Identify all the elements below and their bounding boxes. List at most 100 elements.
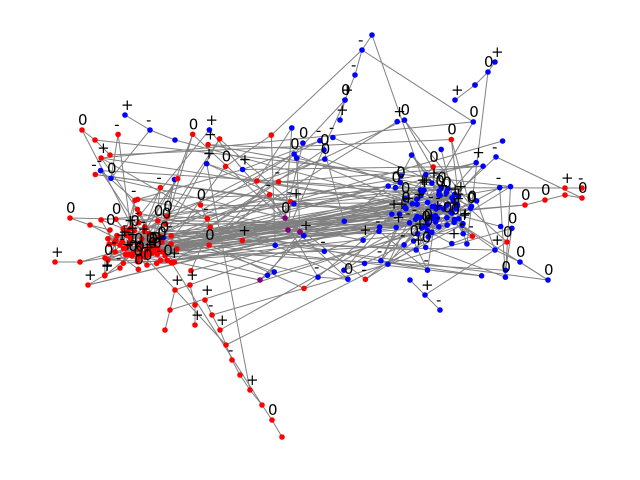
graph-node	[97, 167, 104, 174]
node-label: -	[208, 296, 213, 314]
graph-edge	[361, 34, 373, 51]
graph-edge	[424, 294, 441, 311]
graph-node	[414, 231, 421, 237]
graph-node	[92, 171, 99, 178]
graph-edge	[163, 138, 221, 238]
node-label: 0	[128, 237, 138, 255]
node-label: 0	[321, 140, 331, 158]
graph-node	[291, 151, 297, 157]
graph-node	[122, 112, 128, 118]
graph-node	[469, 233, 476, 239]
node-label: +	[101, 256, 114, 274]
graph-node	[266, 191, 273, 198]
graph-edge	[109, 139, 452, 156]
graph-edge	[100, 219, 115, 244]
graph-edge	[354, 49, 363, 76]
graph-node	[154, 251, 161, 257]
node-label: +	[129, 234, 142, 252]
graph-node	[429, 180, 435, 186]
graph-node	[409, 201, 416, 207]
node-label: 0	[78, 111, 88, 129]
graph-edge	[303, 239, 364, 289]
graph-node	[414, 213, 420, 220]
graph-node	[421, 187, 427, 193]
node-label: +	[392, 208, 405, 226]
node-label: -	[397, 157, 402, 175]
graph-node	[407, 277, 413, 283]
graph-edge	[524, 199, 546, 206]
graph-node	[239, 166, 246, 173]
graph-edge	[107, 259, 175, 263]
graph-edge	[425, 246, 506, 278]
node-label: -	[91, 156, 96, 174]
graph-node	[162, 220, 169, 227]
graph-node	[164, 213, 170, 220]
node-label: -	[435, 188, 440, 206]
node-label: +	[141, 238, 154, 256]
node-label: -	[492, 138, 497, 156]
graph-node	[301, 285, 307, 292]
node-label: -	[127, 236, 132, 254]
graph-node	[217, 327, 223, 333]
node-label: +	[122, 236, 135, 254]
graph-node	[285, 227, 291, 233]
graph-node	[499, 138, 506, 144]
graph-node	[189, 131, 196, 138]
node-label: 0	[544, 261, 554, 279]
graph-node	[507, 183, 514, 190]
node-label: +	[290, 185, 303, 203]
graph-node	[562, 185, 568, 191]
graph-node	[106, 241, 112, 247]
graph-node	[120, 245, 127, 252]
graph-edge	[416, 194, 440, 217]
graph-edge	[94, 139, 511, 188]
graph-node	[52, 259, 58, 265]
graph-node	[138, 250, 145, 256]
graph-node	[422, 223, 429, 230]
graph-node	[239, 237, 246, 244]
node-label: 0	[290, 135, 300, 153]
graph-node	[153, 260, 160, 267]
graph-node	[401, 242, 407, 248]
graph-edge	[167, 259, 261, 281]
node-label: 0	[508, 209, 518, 227]
graph-edge	[451, 235, 473, 245]
node-label: -	[131, 181, 136, 199]
graph-edge	[94, 139, 111, 156]
node-label: 0	[401, 188, 411, 206]
graph-node	[297, 229, 303, 235]
graph-node	[434, 215, 441, 221]
graph-node	[341, 218, 348, 224]
graph-node	[139, 236, 145, 242]
node-label: 0	[578, 179, 588, 197]
graph-node	[107, 152, 113, 158]
graph-edge	[293, 201, 428, 205]
graph-edge	[138, 158, 325, 224]
graph-edge	[474, 71, 489, 86]
graph-node	[337, 117, 343, 123]
graph-node	[408, 152, 415, 158]
graph-node	[135, 246, 141, 252]
graph-node	[275, 179, 282, 185]
graph-node	[359, 47, 365, 53]
node-label: 0	[516, 243, 526, 261]
node-label: +	[420, 171, 433, 189]
node-label: +	[458, 206, 471, 224]
graph-node	[174, 246, 180, 252]
graph-edge	[242, 169, 301, 233]
graph-node	[579, 195, 585, 201]
graph-node	[164, 257, 171, 264]
graph-node	[444, 222, 451, 228]
node-label: -	[448, 179, 453, 197]
node-label: +	[396, 195, 409, 213]
graph-node	[159, 249, 166, 255]
graph-node	[168, 241, 174, 247]
node-label: +	[246, 371, 259, 389]
graph-node	[67, 215, 73, 221]
graph-node	[414, 196, 420, 202]
graph-node	[385, 183, 392, 189]
node-label: 0	[163, 241, 173, 259]
node-label: +	[359, 221, 372, 239]
node-label: -	[123, 216, 128, 234]
graph-edge	[269, 194, 319, 278]
